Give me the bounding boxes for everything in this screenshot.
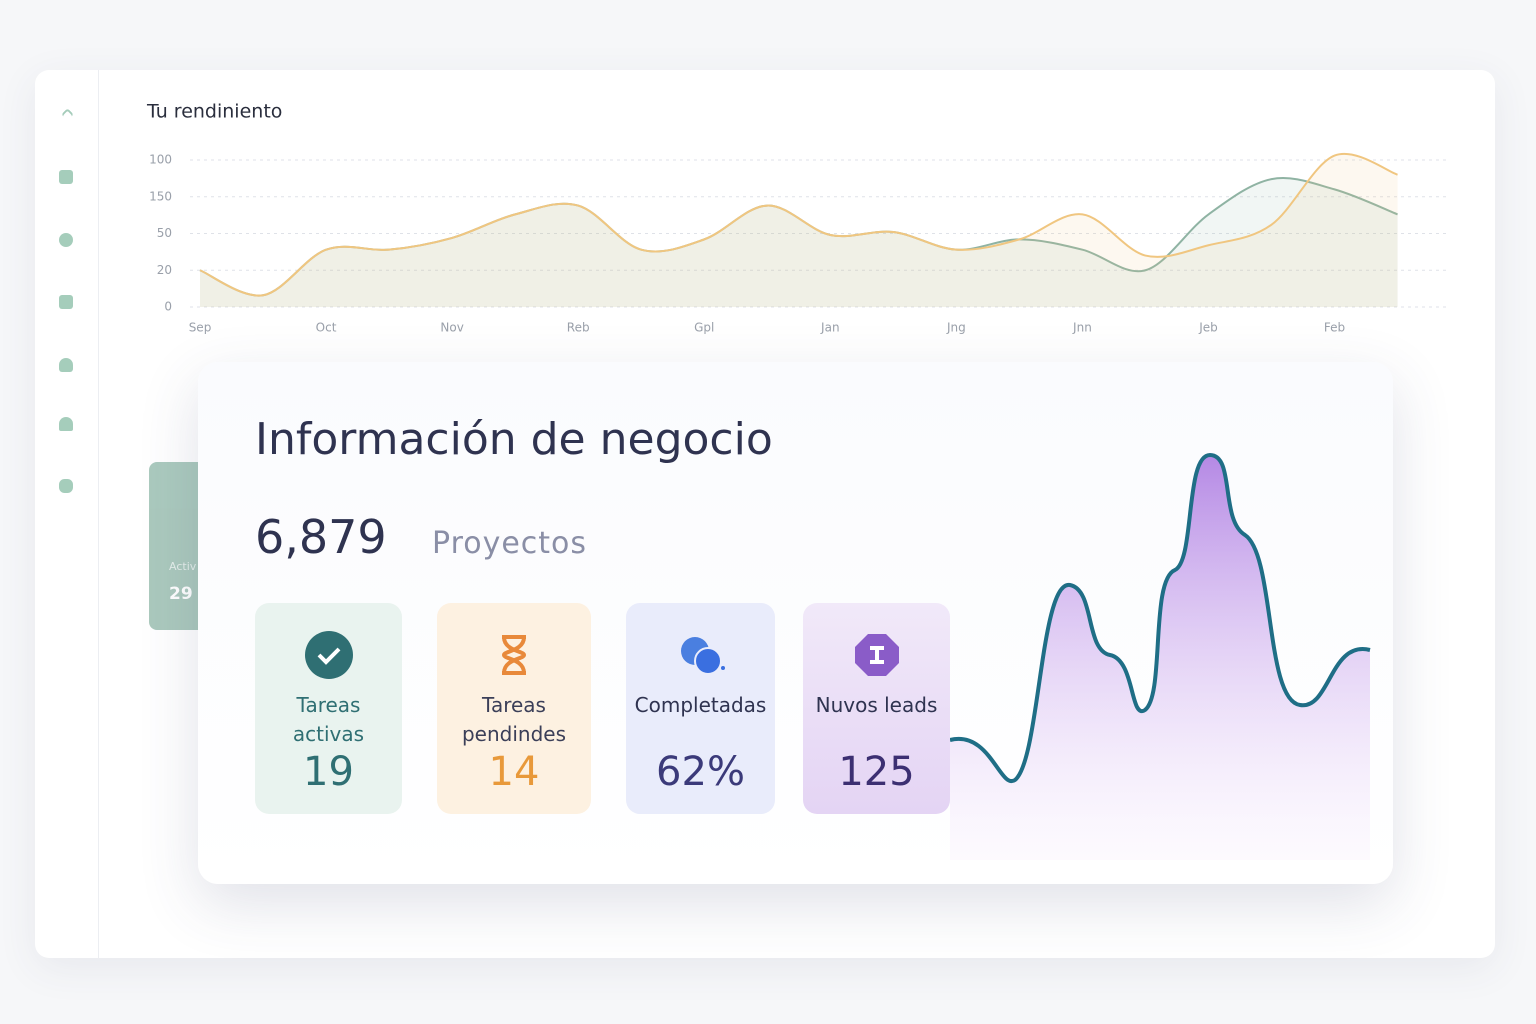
x-tick-label: Gpl <box>694 321 714 335</box>
nav-icon[interactable] <box>59 233 73 247</box>
line-area <box>200 178 1398 307</box>
nav-icon[interactable] <box>59 417 73 431</box>
stat-value: 125 <box>838 749 915 795</box>
stat-card[interactable]: Tareas activas 19 <box>255 603 402 814</box>
chart-title: Tu rendiniento <box>146 101 282 123</box>
business-card: Información de negocio 6,879 Proyectos T… <box>198 362 1393 884</box>
sidebar <box>35 70 99 958</box>
stat-value: 19 <box>303 749 354 795</box>
x-tick-label: Oct <box>316 321 337 335</box>
background-card-label: Activ <box>169 560 197 573</box>
nav-icon[interactable] <box>59 479 73 493</box>
stat-value: 14 <box>488 749 540 795</box>
stat-label: Nuvos leads <box>815 693 938 717</box>
x-tick-label: Jng <box>946 321 966 335</box>
line <box>199 152 1398 297</box>
stat-card[interactable]: Tareas pendindes 14 <box>437 603 591 814</box>
sparkline-line <box>949 452 1371 784</box>
y-tick-label: 50 <box>157 226 172 240</box>
x-tick-label: Reb <box>567 321 590 335</box>
stat-card[interactable]: Nuvos leads 125 <box>803 603 950 814</box>
line-area <box>200 153 1398 307</box>
sparkline-area <box>950 455 1370 860</box>
bubbles-icon <box>680 637 725 675</box>
leads-icon <box>854 634 899 676</box>
x-tick-label: Nov <box>440 321 463 335</box>
x-tick-label: Feb <box>1324 321 1345 335</box>
background-card-value: 29 <box>169 584 193 604</box>
x-tick-label: Jnn <box>1072 321 1092 335</box>
y-tick-label: 0 <box>164 300 172 314</box>
performance-chart: Tu rendiniento 100 150 50 20 0 Sep Oct Nov Reb Gp… <box>146 101 1448 335</box>
x-tick-label: Jeb <box>1198 321 1218 335</box>
nav-icon[interactable] <box>59 358 73 372</box>
x-tick-label: Jan <box>820 321 840 335</box>
stat-label: Tareas activas <box>292 693 365 746</box>
y-tick-label: 20 <box>157 263 172 277</box>
x-tick-label: Sep <box>189 321 212 335</box>
total-value: 6,879 <box>255 510 387 564</box>
stat-label: Tareas pendindes <box>461 693 567 746</box>
y-tick-label: 100 <box>149 153 172 167</box>
nav-icon[interactable] <box>59 170 73 184</box>
stat-label: Completadas <box>634 693 767 717</box>
card-title: Información de negocio <box>255 414 773 465</box>
check-icon <box>304 631 353 679</box>
hourglass-icon <box>501 635 527 675</box>
stat-card[interactable]: Completadas 62% <box>626 603 775 814</box>
sparkline-decoration <box>949 452 1371 860</box>
stat-value: 62% <box>656 749 745 795</box>
y-tick-label: 150 <box>149 189 172 203</box>
nav-icon[interactable] <box>59 295 73 309</box>
total-label: Proyectos <box>432 526 588 561</box>
